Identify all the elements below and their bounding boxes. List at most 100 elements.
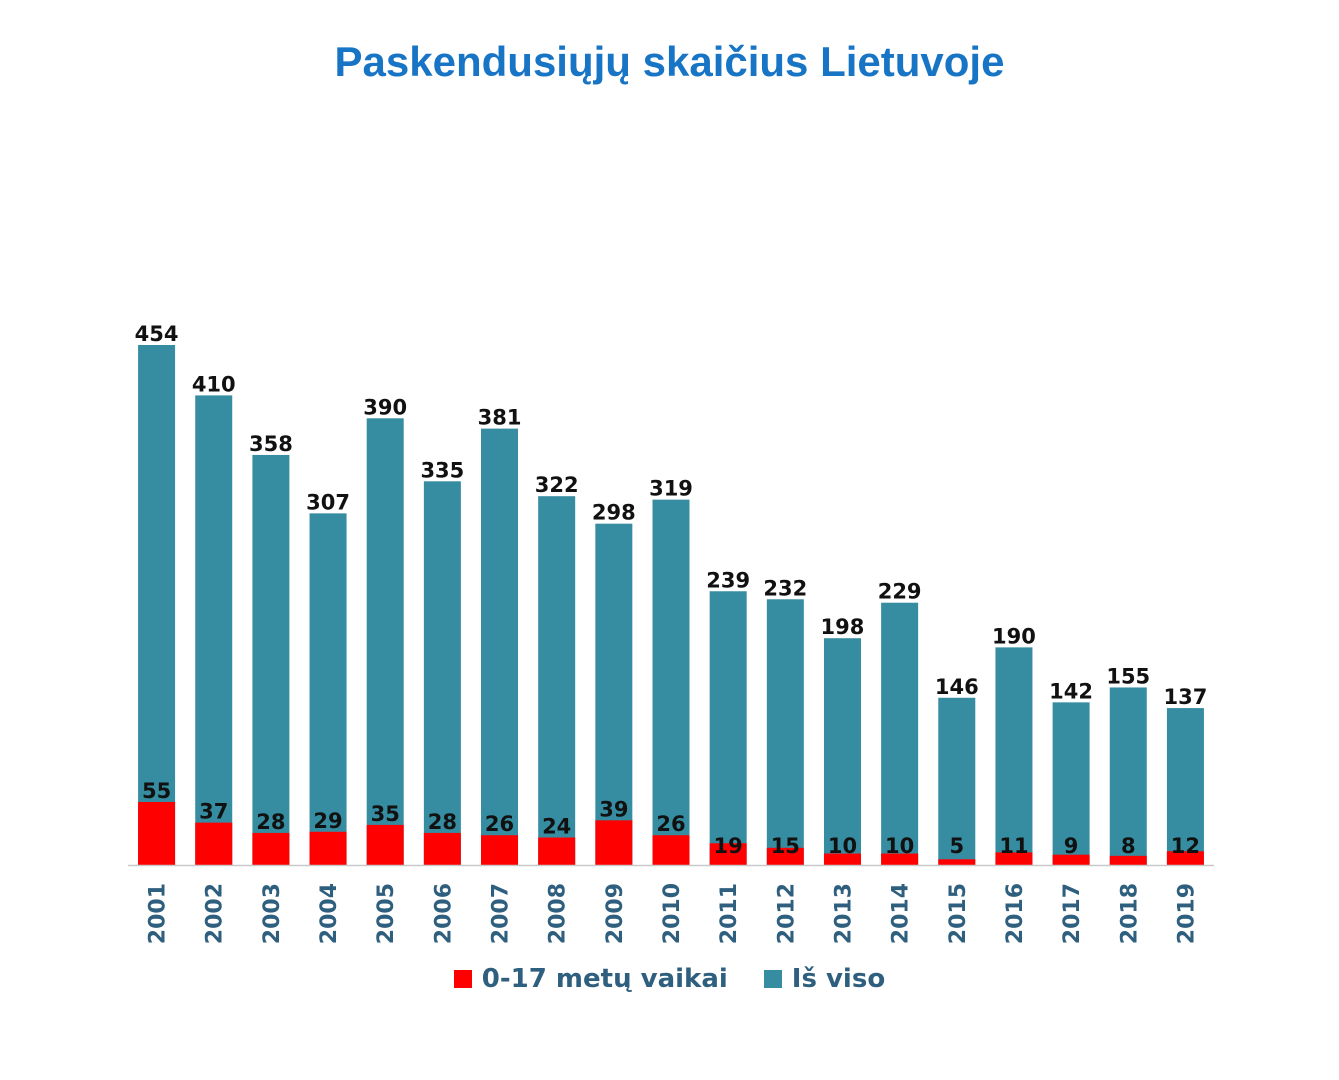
- chart-title: Paskendusiųjų skaičius Lietuvoje: [334, 38, 1005, 85]
- x-tick-2011: 2011: [717, 883, 742, 944]
- bar-total-2007: [481, 428, 519, 865]
- series-kids-bars: [138, 802, 1204, 865]
- bar-total-2012: [766, 599, 804, 865]
- legend: 0-17 metų vaikai Iš viso: [0, 964, 1339, 994]
- label-total-2012: 232: [763, 576, 807, 600]
- label-kids-2014: 10: [885, 834, 914, 858]
- x-tick-2014: 2014: [889, 883, 914, 944]
- label-kids-2006: 28: [428, 810, 457, 834]
- bar-kids-2009: [595, 820, 633, 865]
- bar-total-2008: [538, 496, 576, 865]
- x-tick-2001: 2001: [146, 883, 171, 944]
- legend-item-kids: 0-17 metų vaikai: [453, 964, 728, 994]
- label-total-2004: 307: [306, 490, 350, 514]
- bar-total-2019: [1166, 708, 1204, 865]
- label-kids-2001: 55: [142, 779, 171, 803]
- bar-total-2005: [366, 418, 404, 865]
- label-total-2018: 155: [1106, 664, 1150, 688]
- x-tick-2004: 2004: [317, 883, 342, 944]
- x-tick-2008: 2008: [546, 883, 571, 944]
- bar-total-2011: [709, 591, 747, 865]
- x-tick-2007: 2007: [489, 883, 514, 944]
- legend-swatch-total: [763, 970, 782, 988]
- label-kids-2018: 8: [1121, 834, 1136, 858]
- label-total-2007: 381: [478, 406, 522, 430]
- label-total-2019: 137: [1163, 685, 1207, 709]
- bar-kids-2001: [138, 802, 176, 865]
- label-kids-2008: 24: [542, 815, 571, 839]
- bar-kids-2006: [423, 832, 461, 865]
- legend-label-total: Iš viso: [791, 964, 886, 994]
- label-total-2002: 410: [192, 372, 236, 396]
- legend-swatch-kids: [453, 970, 472, 988]
- label-total-2011: 239: [706, 568, 750, 592]
- bar-total-2003: [252, 454, 290, 865]
- bar-total-2009: [595, 523, 633, 865]
- label-total-2017: 142: [1049, 679, 1093, 703]
- bar-kids-2003: [252, 832, 290, 865]
- label-kids-2013: 10: [828, 834, 857, 858]
- legend-item-total: Iš viso: [763, 964, 886, 994]
- bar-total-2014: [881, 602, 919, 865]
- label-kids-2009: 39: [599, 797, 628, 821]
- bar-kids-2017: [1052, 854, 1090, 865]
- x-tick-2015: 2015: [946, 883, 971, 944]
- label-total-2005: 390: [363, 395, 407, 419]
- label-kids-2012: 15: [771, 834, 800, 858]
- label-kids-2019: 12: [1171, 834, 1200, 858]
- x-tick-2002: 2002: [203, 883, 228, 944]
- label-total-2003: 358: [249, 432, 293, 456]
- bar-kids-2011: [709, 843, 747, 865]
- x-tick-2016: 2016: [1003, 883, 1028, 944]
- bar-total-2004: [309, 513, 347, 865]
- bar-kids-2010: [652, 835, 690, 865]
- bar-total-2016: [995, 647, 1033, 865]
- label-kids-2007: 26: [485, 812, 514, 836]
- bar-kids-2013: [823, 853, 861, 865]
- label-total-2008: 322: [535, 473, 579, 497]
- label-kids-2004: 29: [313, 809, 342, 833]
- label-kids-2017: 9: [1064, 834, 1079, 858]
- bar-kids-2014: [881, 853, 919, 865]
- bar-kids-2012: [766, 847, 804, 865]
- bar-total-2015: [938, 697, 976, 865]
- bar-kids-2018: [1109, 855, 1147, 865]
- bar-kids-2015: [938, 859, 976, 865]
- bar-total-2013: [823, 638, 861, 865]
- x-tick-2010: 2010: [660, 883, 685, 944]
- label-total-2015: 146: [935, 675, 979, 699]
- bar-kids-2007: [481, 835, 519, 865]
- bar-kids-2002: [195, 822, 233, 865]
- label-kids-2003: 28: [256, 810, 285, 834]
- label-total-2010: 319: [649, 477, 693, 501]
- bar-total-2006: [423, 481, 461, 865]
- label-total-2009: 298: [592, 501, 636, 525]
- x-tick-2018: 2018: [1117, 883, 1142, 944]
- bar-kids-2008: [538, 837, 576, 865]
- x-tick-2005: 2005: [374, 883, 399, 944]
- label-kids-2015: 5: [949, 834, 964, 858]
- x-tick-2017: 2017: [1060, 883, 1085, 944]
- label-kids-2011: 19: [714, 834, 743, 858]
- legend-label-kids: 0-17 metų vaikai: [481, 964, 728, 994]
- label-kids-2005: 35: [371, 802, 400, 826]
- series-total-bars: [138, 345, 1204, 865]
- bar-total-2017: [1052, 702, 1090, 865]
- label-total-2016: 190: [992, 624, 1036, 648]
- label-total-2014: 229: [878, 580, 922, 604]
- label-total-2001: 454: [135, 322, 179, 346]
- bar-chart: 454 55 410 37 358 28 307 29 390 35 335 28 381 26 322 24…: [128, 322, 1214, 944]
- bar-total-2002: [195, 395, 233, 865]
- bar-kids-2016: [995, 852, 1033, 865]
- label-total-2006: 335: [420, 458, 464, 482]
- bar-total-2010: [652, 499, 690, 865]
- x-tick-2013: 2013: [831, 883, 856, 944]
- x-tick-2003: 2003: [260, 883, 285, 944]
- data-labels: 454 55 410 37 358 28 307 29 390 35 335 28 381 26 322 24…: [135, 322, 1208, 858]
- bar-total-2001: [138, 345, 176, 865]
- label-kids-2010: 26: [656, 812, 685, 836]
- x-tick-2006: 2006: [431, 883, 456, 944]
- label-kids-2016: 11: [999, 834, 1028, 858]
- bar-total-2018: [1109, 687, 1147, 865]
- label-total-2013: 198: [821, 615, 865, 639]
